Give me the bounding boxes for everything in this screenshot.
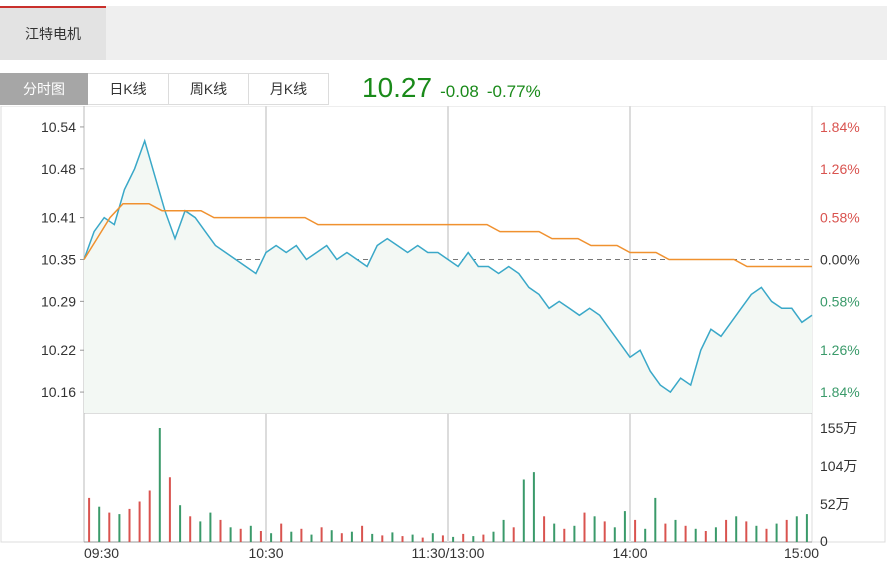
y-tick-label: 10.54 xyxy=(41,119,76,135)
price-line xyxy=(83,138,813,394)
x-tick-label: 14:00 xyxy=(612,545,647,561)
current-price: 10.27 xyxy=(362,72,433,103)
x-tick-label: 10:30 xyxy=(248,545,283,561)
volume-tick-label: 104万 xyxy=(820,458,857,474)
y-tick-label: 10.35 xyxy=(41,252,76,268)
stock-name: 江特电机 xyxy=(25,26,81,42)
y-tick-pct-label: 1.26% xyxy=(820,342,860,358)
tab-daily-k[interactable]: 日K线 xyxy=(88,73,169,105)
x-tick-label: 11:30/13:00 xyxy=(412,545,485,561)
tab-monthly-k[interactable]: 月K线 xyxy=(249,73,329,105)
avg-price-line xyxy=(83,202,812,268)
top-bar xyxy=(0,6,887,60)
y-tick-pct-label: 0.58% xyxy=(820,210,860,226)
y-tick-label: 10.22 xyxy=(41,342,76,358)
y-tick-label: 10.41 xyxy=(41,210,76,226)
tab-intraday[interactable]: 分时图 xyxy=(0,73,88,105)
x-tick-label: 09:30 xyxy=(84,545,119,561)
y-tick-pct-label: 0.58% xyxy=(820,293,860,309)
chart-tabs: 分时图 日K线 周K线 月K线 xyxy=(0,73,329,105)
intraday-chart: 09:30 10:30 11:30/13:00 14:00 15:00 10.54 1.84… xyxy=(0,105,887,566)
y-tick-label: 10.48 xyxy=(41,161,76,177)
price-change-pct: -0.77% xyxy=(486,82,541,101)
intraday-chart-svg: 09:30 10:30 11:30/13:00 14:00 15:00 10.54 1.84… xyxy=(0,105,886,561)
y-tick-label: 10.29 xyxy=(41,293,76,309)
volume-tick-label: 52万 xyxy=(820,496,850,512)
volume-tick-label: 0 xyxy=(820,533,828,549)
price-change: -0.08 xyxy=(440,82,479,101)
y-tick-label: 10.16 xyxy=(41,384,76,400)
x-tick-label: 15:00 xyxy=(784,545,819,561)
volume-tick-label: 155万 xyxy=(820,420,857,436)
quote-summary: 10.27 -0.08 -0.77% xyxy=(362,72,541,108)
y-tick-pct-label: 0.00% xyxy=(820,252,860,268)
price-area xyxy=(84,140,812,413)
stock-name-tab[interactable]: 江特电机 xyxy=(0,6,106,60)
y-tick-pct-label: 1.84% xyxy=(820,119,860,135)
tab-weekly-k[interactable]: 周K线 xyxy=(169,73,249,105)
y-tick-pct-label: 1.84% xyxy=(820,384,860,400)
y-tick-pct-label: 1.26% xyxy=(820,161,860,177)
